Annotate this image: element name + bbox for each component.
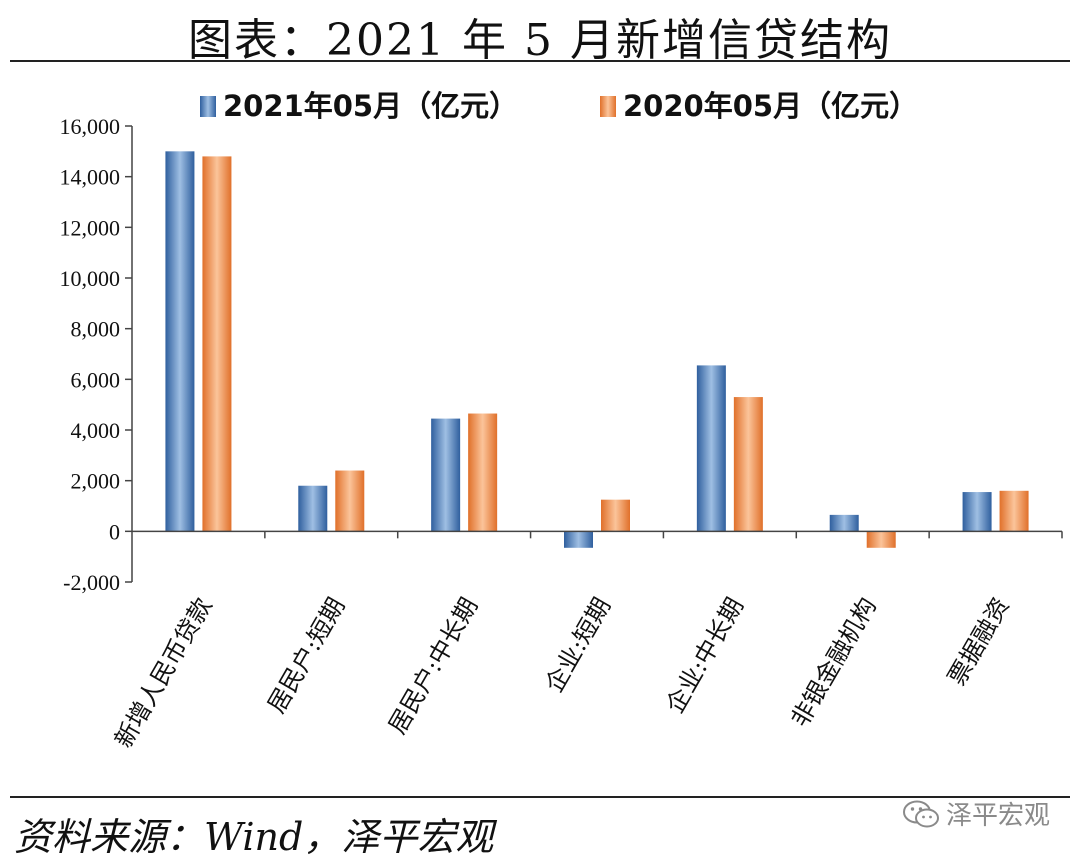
bar-series-2: [866, 531, 896, 548]
bar-chart: 2021年05月（亿元） 2020年05月（亿元） -2,000 0 2,000 4,0…: [60, 89, 1063, 752]
bar-series-2: [335, 470, 365, 532]
y-tick-label: 14,000: [60, 165, 121, 190]
bar-series-2: [202, 156, 232, 532]
bar-series-1: [298, 485, 328, 532]
bar-series-1: [962, 492, 992, 532]
y-axis: -2,000 0 2,000 4,000 6,000 8,000 10,000 12,000 1…: [60, 114, 133, 595]
wechat-icon: [902, 800, 939, 827]
legend: 2021年05月（亿元） 2020年05月（亿元）: [200, 89, 918, 123]
y-tick-label: 8,000: [71, 317, 121, 342]
y-tick-label: 12,000: [60, 215, 121, 240]
category-label: 居民户:中长期: [383, 593, 483, 739]
bar-series-1: [431, 418, 461, 532]
y-tick-label: 6,000: [71, 367, 121, 392]
chart-title: 图表：2021 年 5 月新增信贷结构: [188, 15, 892, 66]
bar-series-1: [696, 365, 726, 532]
y-tick-label: 10,000: [60, 266, 121, 291]
bottom-divider: [10, 796, 1070, 798]
category-label: 非银金融机构: [786, 593, 882, 732]
category-label: 企业:短期: [540, 593, 616, 697]
watermark: 泽平宏观: [902, 795, 1050, 832]
category-label: 票据融资: [943, 593, 1015, 690]
bar-series-1: [564, 531, 593, 548]
bar-series-2: [733, 397, 763, 532]
y-tick-label: 16,000: [60, 114, 121, 139]
bar-series-2: [999, 490, 1029, 532]
bar-series-2: [468, 413, 498, 532]
y-tick-label: 4,000: [71, 418, 121, 443]
watermark-text: 泽平宏观: [945, 801, 1050, 831]
category-label: 居民户:短期: [262, 593, 350, 718]
bar-series-1: [829, 514, 859, 532]
y-tick-label: 0: [109, 519, 120, 544]
x-axis: 新增人民币贷款 居民户:短期 居民户:中长期 企业:短期 企业:中长期 非银金融机构 票据融…: [109, 530, 1063, 752]
source-note: 资料来源：Wind，泽平宏观: [14, 815, 494, 859]
top-divider: [10, 60, 1070, 62]
bar-series-2: [601, 499, 630, 532]
bar-series-1: [165, 151, 195, 532]
category-label: 新增人民币贷款: [109, 593, 217, 752]
legend-swatch-1: [200, 96, 216, 117]
y-tick-label: -2,000: [63, 570, 120, 595]
bars: [165, 151, 1029, 548]
y-tick-label: 2,000: [71, 469, 121, 494]
legend-swatch-2: [600, 96, 616, 117]
legend-label-2: 2020年05月（亿元）: [623, 89, 918, 123]
category-label: 企业:中长期: [661, 593, 749, 718]
legend-label-1: 2021年05月（亿元）: [223, 89, 518, 123]
